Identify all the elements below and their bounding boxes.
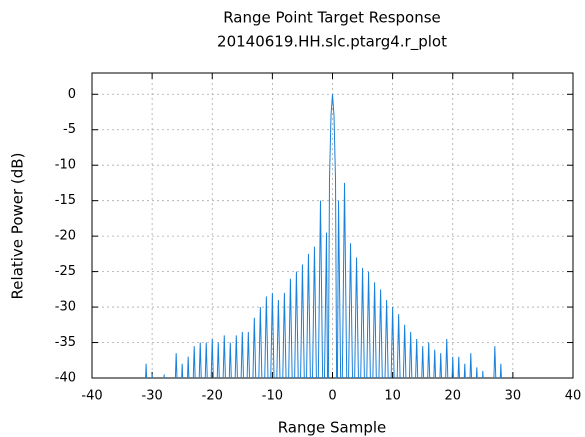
y-tick-label: -20	[55, 229, 76, 244]
y-tick-label: -30	[55, 300, 76, 315]
chart-title: Range Point Target Response	[223, 9, 441, 27]
x-tick-label: -30	[142, 389, 163, 404]
plot-frame	[91, 72, 574, 379]
x-tick-label: 20	[444, 389, 461, 404]
y-tick-label: -40	[55, 371, 76, 386]
y-tick-label: -5	[63, 122, 76, 137]
x-tick-label: 0	[328, 389, 336, 404]
y-tick-label: -15	[55, 193, 76, 208]
x-axis-label: Range Sample	[278, 419, 387, 437]
x-tick-label: -20	[202, 389, 223, 404]
x-tick-label: 30	[505, 389, 522, 404]
x-tick-label: 10	[384, 389, 401, 404]
x-tick-label: -10	[262, 389, 283, 404]
y-tick-label: 0	[68, 87, 76, 102]
y-tick-label: -25	[55, 264, 76, 279]
y-tick-label: -35	[55, 335, 76, 350]
chart-subtitle: 20140619.HH.slc.ptarg4.r_plot	[217, 33, 447, 52]
y-tick-label: -10	[55, 158, 76, 173]
x-tick-label: 40	[565, 389, 582, 404]
x-tick-label: -40	[81, 389, 102, 404]
data-line	[145, 94, 502, 378]
y-axis-label: Relative Power (dB)	[9, 153, 27, 300]
